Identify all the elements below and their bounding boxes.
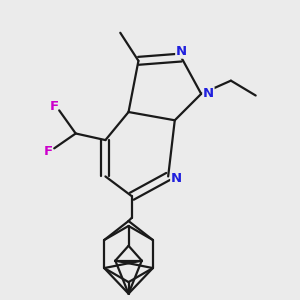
Text: F: F (50, 100, 59, 113)
Text: F: F (44, 145, 53, 158)
Text: N: N (203, 87, 214, 101)
Text: N: N (171, 172, 182, 184)
Text: N: N (176, 45, 187, 58)
